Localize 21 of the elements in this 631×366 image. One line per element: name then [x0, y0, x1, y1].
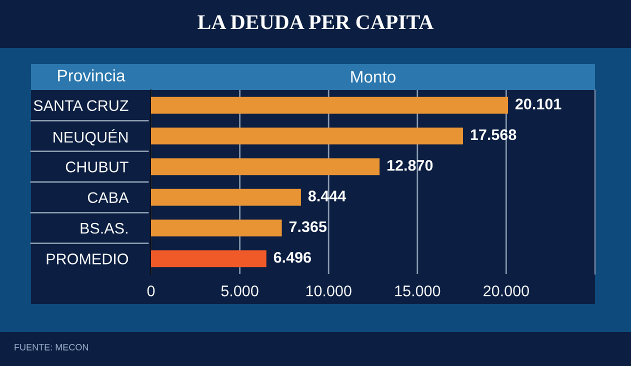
data-label: 7.365 [289, 221, 327, 232]
y-tick-label: PROMEDIO [46, 254, 128, 264]
chart-title: LA DEUDA PER CAPITA [198, 15, 434, 30]
data-label: 8.444 [308, 190, 346, 202]
x-axis-title: Monto [351, 71, 396, 83]
source-note: FUENTE: MECON [14, 344, 88, 350]
x-tick-label: 0 [147, 286, 155, 296]
y-axis-title: Provincia [58, 69, 126, 82]
y-tick-label: NEUQUÉN [54, 129, 128, 146]
data-label: 6.496 [274, 252, 311, 263]
x-tick-label: 5.000 [221, 286, 258, 296]
y-tick-label: CHUBUT [66, 162, 128, 172]
data-label: 12.870 [387, 160, 433, 171]
x-tick-label: 10.000 [306, 286, 352, 296]
y-tick-label: SANTA CRUZ [34, 100, 128, 112]
y-tick-label: BS.AS. [80, 222, 128, 234]
x-tick-label: 20.000 [484, 286, 529, 296]
y-tick-label: CABA [88, 192, 129, 204]
data-label: 17.568 [470, 129, 516, 140]
data-label: 20.101 [515, 98, 562, 110]
x-tick-label: 15.000 [395, 286, 440, 296]
